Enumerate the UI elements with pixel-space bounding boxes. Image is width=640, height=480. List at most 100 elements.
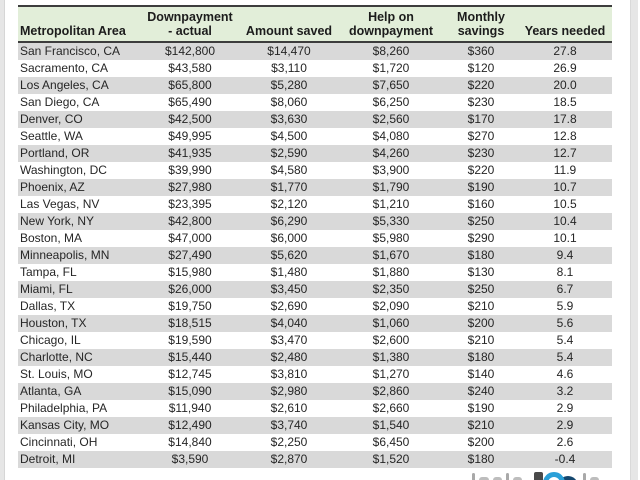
cell-monthly-savings: $250 [444,213,518,230]
cell-help-downpayment: $6,450 [338,434,444,451]
cell-downpayment: $43,580 [140,60,240,77]
table-row: Philadelphia, PA $11,940 $2,610 $2,660 $… [18,400,612,417]
cell-metro-area: Charlotte, NC [18,349,140,366]
brand-logo [465,470,605,480]
cell-monthly-savings: $220 [444,162,518,179]
cell-amount-saved: $3,110 [240,60,338,77]
cell-amount-saved: $2,250 [240,434,338,451]
table-row: Dallas, TX $19,750 $2,690 $2,090 $210 5.… [18,298,612,315]
cell-monthly-savings: $360 [444,42,518,60]
cell-years-needed: 10.1 [518,230,612,247]
cell-metro-area: Dallas, TX [18,298,140,315]
cell-years-needed: 2.9 [518,400,612,417]
cell-amount-saved: $1,480 [240,264,338,281]
table-row: Miami, FL $26,000 $3,450 $2,350 $250 6.7 [18,281,612,298]
cell-monthly-savings: $190 [444,179,518,196]
cell-help-downpayment: $1,720 [338,60,444,77]
cell-monthly-savings: $290 [444,230,518,247]
cell-downpayment: $27,490 [140,247,240,264]
cell-years-needed: 5.4 [518,332,612,349]
cell-monthly-savings: $240 [444,383,518,400]
cell-monthly-savings: $140 [444,366,518,383]
cell-metro-area: Tampa, FL [18,264,140,281]
cell-help-downpayment: $1,060 [338,315,444,332]
cell-monthly-savings: $200 [444,434,518,451]
cell-amount-saved: $3,630 [240,111,338,128]
col-header-monthly-savings: Monthly savings [444,5,518,43]
col-header-metro-area: Metropolitan Area [18,5,140,43]
cell-years-needed: 2.6 [518,434,612,451]
cell-years-needed: 3.2 [518,383,612,400]
table-row: Atlanta, GA $15,090 $2,980 $2,860 $240 3… [18,383,612,400]
cell-help-downpayment: $2,560 [338,111,444,128]
cell-monthly-savings: $190 [444,400,518,417]
cell-help-downpayment: $1,540 [338,417,444,434]
cell-amount-saved: $2,870 [240,451,338,468]
col-header-line: Help on [368,10,414,24]
cell-help-downpayment: $8,260 [338,42,444,60]
cell-help-downpayment: $1,790 [338,179,444,196]
table-row: San Diego, CA $65,490 $8,060 $6,250 $230… [18,94,612,111]
page-edge-right [630,0,638,480]
cell-metro-area: Portland, OR [18,145,140,162]
col-header-downpayment-actual: Downpayment - actual [140,5,240,43]
cell-years-needed: 10.7 [518,179,612,196]
cell-metro-area: Denver, CO [18,111,140,128]
downpayment-table: Metropolitan Area Downpayment - actual A… [18,5,612,468]
cell-amount-saved: $8,060 [240,94,338,111]
cell-amount-saved: $2,120 [240,196,338,213]
cell-years-needed: 6.7 [518,281,612,298]
cell-help-downpayment: $7,650 [338,77,444,94]
table-row: Boston, MA $47,000 $6,000 $5,980 $290 10… [18,230,612,247]
cell-metro-area: Las Vegas, NV [18,196,140,213]
col-header-line: Years needed [524,24,606,38]
cell-amount-saved: $14,470 [240,42,338,60]
col-header-line: Amount saved [245,24,333,38]
cell-years-needed: 10.5 [518,196,612,213]
table-row: New York, NY $42,800 $6,290 $5,330 $250 … [18,213,612,230]
cell-monthly-savings: $180 [444,247,518,264]
cell-downpayment: $19,750 [140,298,240,315]
col-header-line: Monthly [457,10,505,24]
cell-years-needed: 20.0 [518,77,612,94]
cell-metro-area: Phoenix, AZ [18,179,140,196]
cell-monthly-savings: $270 [444,128,518,145]
table-row: Seattle, WA $49,995 $4,500 $4,080 $270 1… [18,128,612,145]
cell-metro-area: Cincinnati, OH [18,434,140,451]
cell-downpayment: $42,500 [140,111,240,128]
cell-metro-area: New York, NY [18,213,140,230]
table-row: Kansas City, MO $12,490 $3,740 $1,540 $2… [18,417,612,434]
cell-amount-saved: $3,450 [240,281,338,298]
cell-downpayment: $12,490 [140,417,240,434]
cell-monthly-savings: $130 [444,264,518,281]
cell-metro-area: Sacramento, CA [18,60,140,77]
cell-years-needed: 2.9 [518,417,612,434]
cell-years-needed: 27.8 [518,42,612,60]
col-header-line: Downpayment [147,10,233,24]
cell-downpayment: $12,745 [140,366,240,383]
cell-downpayment: $18,515 [140,315,240,332]
col-header-line: savings [457,24,505,38]
cell-monthly-savings: $220 [444,77,518,94]
table-row: Denver, CO $42,500 $3,630 $2,560 $170 17… [18,111,612,128]
cell-monthly-savings: $210 [444,332,518,349]
cell-years-needed: 17.8 [518,111,612,128]
cell-monthly-savings: $180 [444,451,518,468]
table-row: Los Angeles, CA $65,800 $5,280 $7,650 $2… [18,77,612,94]
table-row: Portland, OR $41,935 $2,590 $4,260 $230 … [18,145,612,162]
table-row: Minneapolis, MN $27,490 $5,620 $1,670 $1… [18,247,612,264]
cell-amount-saved: $2,480 [240,349,338,366]
cell-help-downpayment: $6,250 [338,94,444,111]
cell-years-needed: 4.6 [518,366,612,383]
cell-monthly-savings: $160 [444,196,518,213]
cell-downpayment: $41,935 [140,145,240,162]
page-edge-left [0,0,5,480]
cell-metro-area: St. Louis, MO [18,366,140,383]
cell-metro-area: Minneapolis, MN [18,247,140,264]
cell-years-needed: 12.7 [518,145,612,162]
cell-amount-saved: $4,500 [240,128,338,145]
cell-help-downpayment: $2,350 [338,281,444,298]
cell-help-downpayment: $2,860 [338,383,444,400]
table-row: Cincinnati, OH $14,840 $2,250 $6,450 $20… [18,434,612,451]
cell-monthly-savings: $230 [444,94,518,111]
